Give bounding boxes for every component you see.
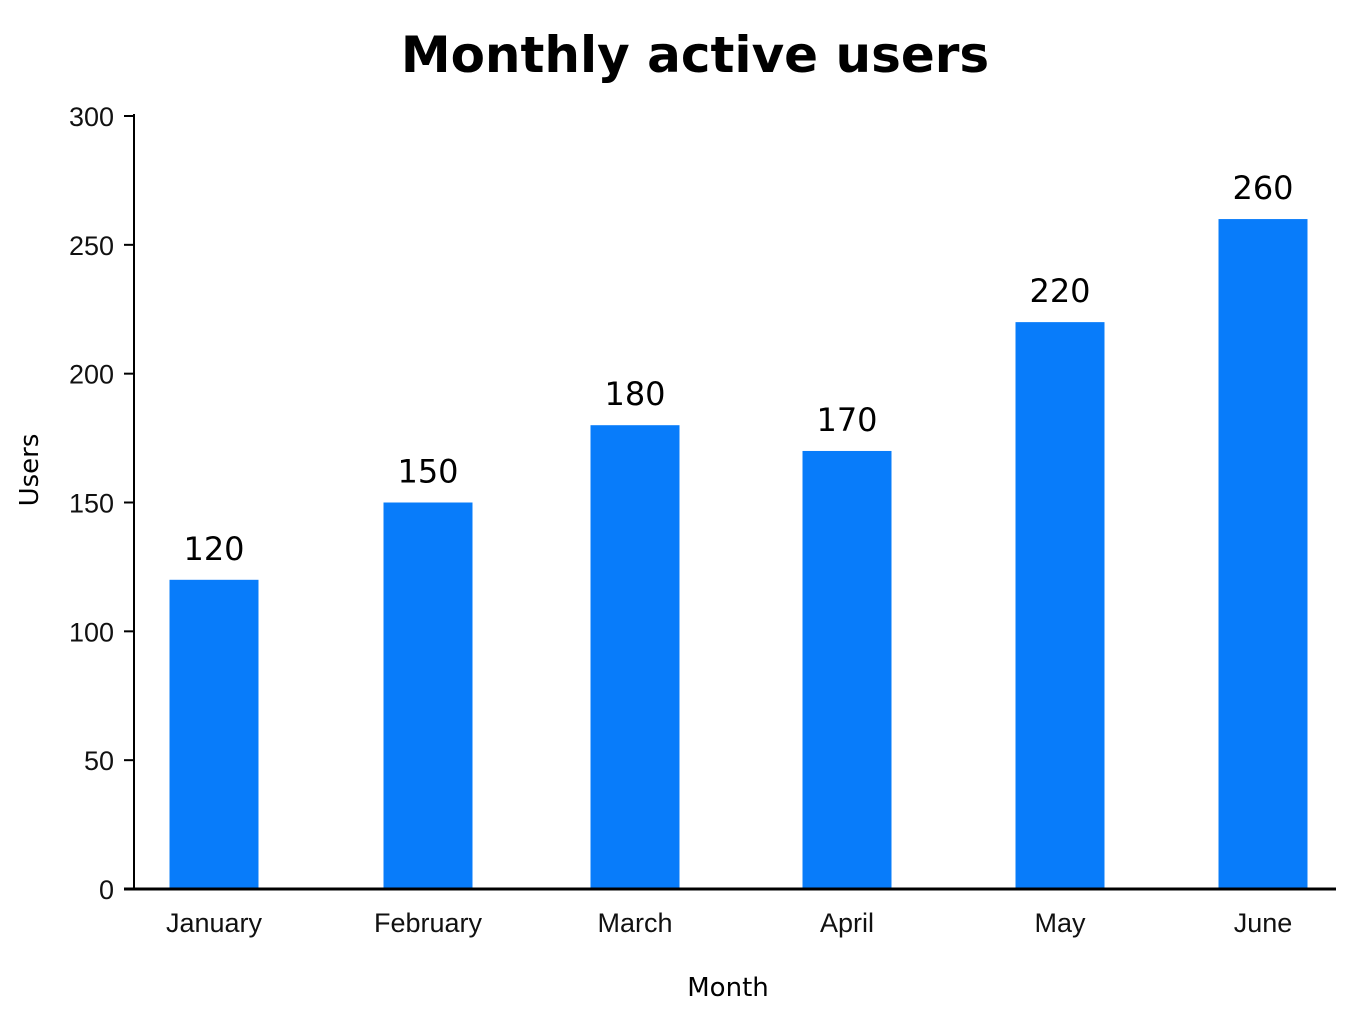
x-axis-label: Month (687, 973, 769, 1003)
bar-january (169, 579, 259, 889)
bars-group: 120 150 180 170 220 260 (169, 169, 1308, 890)
bar-april (802, 450, 892, 889)
x-tick-label-february: February (374, 908, 483, 938)
chart-title: Monthly active users (401, 26, 989, 84)
y-axis-label: Users (15, 434, 45, 507)
y-ticks-group: 0 50 100 150 200 250 300 (69, 102, 134, 905)
x-tick-label-march: March (597, 908, 672, 938)
x-tick-label-june: June (1234, 908, 1293, 938)
x-ticks-group: January February March April May June (166, 908, 1292, 938)
y-tick-label: 250 (69, 231, 114, 261)
data-label-march: 180 (604, 375, 665, 413)
data-label-april: 170 (816, 401, 877, 439)
x-tick-label-january: January (166, 908, 263, 938)
bar-may (1015, 322, 1105, 890)
y-tick-label: 50 (84, 746, 114, 776)
data-label-january: 120 (183, 530, 244, 568)
y-tick-label: 150 (69, 489, 114, 519)
bar-february (383, 502, 473, 889)
bar-march (590, 425, 680, 889)
x-tick-label-may: May (1034, 908, 1086, 938)
x-tick-label-april: April (820, 908, 874, 938)
y-tick-label: 200 (69, 360, 114, 390)
data-label-june: 260 (1232, 169, 1293, 207)
data-label-february: 150 (397, 453, 458, 491)
data-label-may: 220 (1029, 272, 1090, 310)
y-tick-label: 300 (69, 102, 114, 132)
bar-june (1218, 219, 1308, 890)
y-tick-label: 0 (99, 875, 114, 905)
y-tick-label: 100 (69, 617, 114, 647)
